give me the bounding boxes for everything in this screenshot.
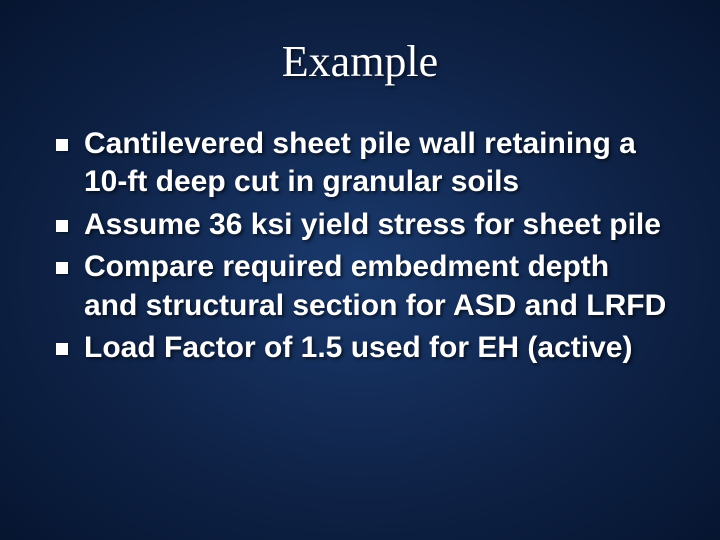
bullet-text: Load Factor of 1.5 used for EH (active) [84, 329, 670, 367]
bullet-icon [56, 139, 68, 151]
slide-title: Example [50, 36, 670, 87]
bullet-text: Compare required embedment depth and str… [84, 248, 670, 325]
list-item: Cantilevered sheet pile wall retaining a… [56, 125, 670, 202]
slide: Example Cantilevered sheet pile wall ret… [0, 0, 720, 540]
list-item: Assume 36 ksi yield stress for sheet pil… [56, 206, 670, 244]
bullet-text: Cantilevered sheet pile wall retaining a… [84, 125, 670, 202]
bullet-text: Assume 36 ksi yield stress for sheet pil… [84, 206, 670, 244]
list-item: Compare required embedment depth and str… [56, 248, 670, 325]
bullet-icon [56, 220, 68, 232]
bullet-list: Cantilevered sheet pile wall retaining a… [50, 125, 670, 367]
bullet-icon [56, 343, 68, 355]
bullet-icon [56, 262, 68, 274]
list-item: Load Factor of 1.5 used for EH (active) [56, 329, 670, 367]
